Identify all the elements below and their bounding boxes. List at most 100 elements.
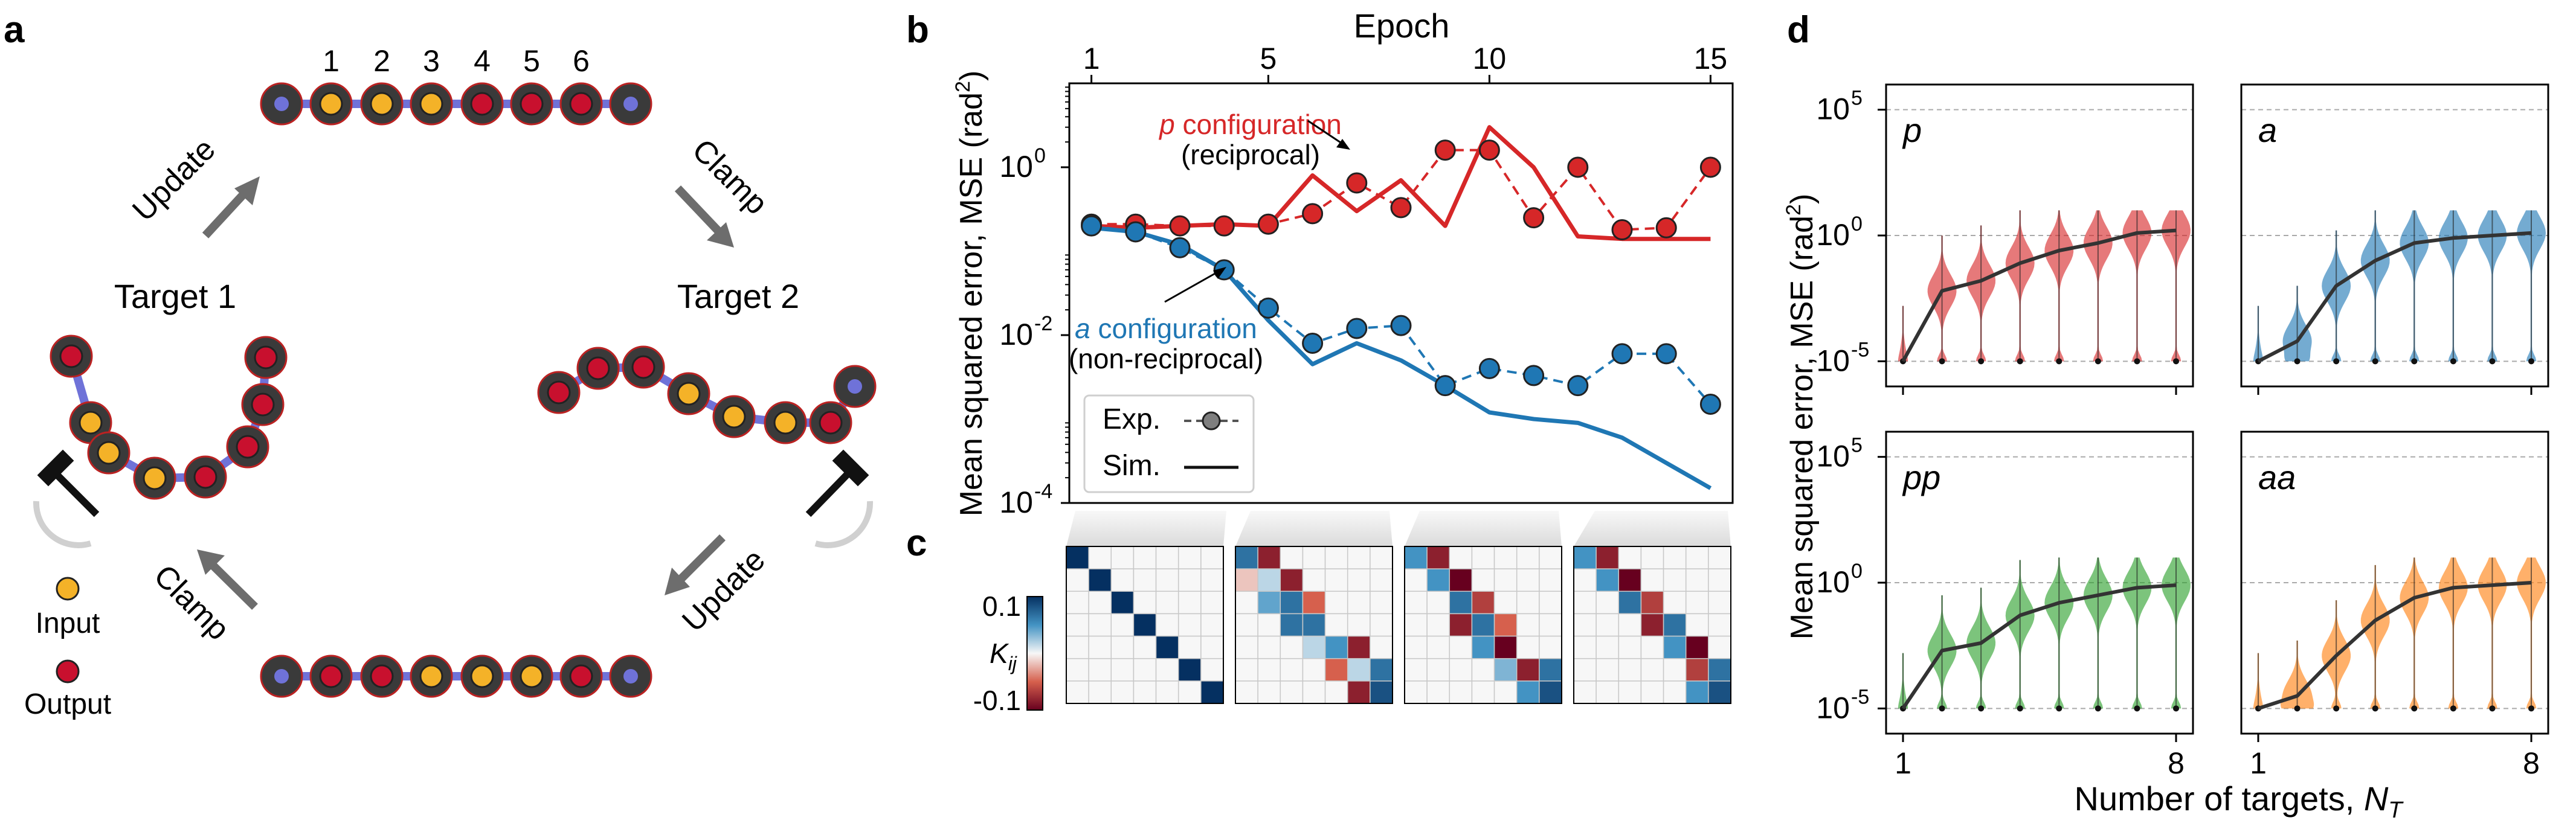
violin-min-dot [2173,358,2179,365]
heatmap-cell [1324,568,1348,592]
heatmap-cell [1133,635,1157,659]
robot-chain-target-2 [537,345,877,444]
legend-exp-label: Exp. [1103,403,1161,435]
heatmap-cell [1573,591,1597,615]
heatmap-cell [1088,546,1112,569]
heatmap-cell [1618,658,1642,682]
data-point-a [1434,375,1456,397]
hammer-icon-left [33,449,100,548]
heatmap-cell [1708,635,1731,659]
chain-top-nodes [260,82,652,126]
heatmap-cell [1110,546,1135,569]
input-marker [419,92,443,116]
heatmap-cell [1685,680,1709,704]
violin-min-dot [2528,705,2534,712]
heatmap-cell [1449,591,1473,615]
violin-min-dot [1978,705,1985,712]
ytick-label: 10 [999,485,1033,519]
data-point-p [1346,172,1368,194]
median-line-pp [1901,583,2177,710]
heatmap-cell [1685,658,1709,682]
heatmap-cell [1066,568,1089,592]
heatmap-connector [1574,511,1731,546]
heatmap-cell [1708,546,1731,569]
panel-d-ylabel-tail: ) [1785,194,1820,204]
panel-label-a: a [4,9,25,51]
legend-output-marker [56,659,80,684]
heatmap-cell [1110,568,1135,592]
target-1-label: Target 1 [114,277,236,315]
heatmap-cell [1235,613,1258,637]
panel-d-xlabel-sub: T [2388,798,2404,823]
panel-label-b: b [906,9,929,51]
heatmap-cell [1596,658,1620,682]
arrow-clamp-bottom-left [197,549,258,610]
data-point-a [1125,221,1147,243]
heatmap-cell [1618,635,1642,659]
xtick-label: 8 [2168,746,2185,780]
violin-panel-frame [2240,83,2549,388]
heatmap-cell [1324,658,1348,682]
violin-min-dot [2450,705,2456,712]
heatmap-cell [1280,658,1304,682]
heatmap-cell [1516,568,1540,592]
violin-min-dot [2294,358,2301,365]
heatmap-cell [1324,546,1348,569]
ytick-label: 10 [1816,344,1850,377]
heatmap-cell [1347,613,1371,637]
ytick-label: 10 [999,150,1033,184]
series-line-a-sim [1091,225,1712,490]
heatmap-cell [1302,568,1326,592]
heatmap-cell [1302,680,1326,704]
series-line-p-sim [1091,125,1711,242]
heatmap-cell [1088,635,1112,659]
heatmap-matrix-2 [1235,546,1393,704]
ytick-label: 10 [999,318,1033,351]
heatmap-cell [1471,591,1495,615]
median-line-p [1901,228,2177,362]
arrow-label-update-top-left: Update [126,132,222,228]
heatmap-cell [1640,591,1664,615]
annotation-p-rest: configuration [1175,109,1342,140]
output-marker [59,344,83,368]
heatmap-cell [1370,613,1393,637]
heatmap-cell [1257,613,1281,637]
violin-min-dot [2372,705,2378,712]
heatmap-cell [1155,613,1179,637]
heatmap-cell [1539,613,1562,637]
ytick-exponent: 0 [1034,144,1046,167]
heatmap-cell [1618,591,1642,615]
heatmap-cell [1324,635,1348,659]
heatmap-cell [1516,613,1540,637]
output-marker [547,380,571,405]
violin-min-dot [2056,705,2062,712]
xtick-label: 1 [1083,42,1100,75]
output-marker [236,435,260,459]
heatmap-cell [1539,546,1562,569]
data-point-p [1699,156,1721,178]
input-marker [773,411,797,435]
heatmap-cell [1493,568,1518,592]
heatmap-cell [1235,635,1258,659]
heatmap-cell [1235,680,1258,704]
heatmap-cell [1663,591,1687,615]
input-marker [143,466,167,490]
heatmap-cell [1663,658,1687,682]
heatmap-cell [1347,568,1371,592]
heatmap-cell [1618,680,1642,704]
heatmap-cell [1539,658,1562,682]
heatmap-cell [1177,635,1202,659]
annotation-p-arrow [1307,120,1345,146]
data-point-a [1169,237,1191,258]
chain-joint [274,97,289,111]
heatmap-cell [1235,591,1258,615]
arrow-label-update-bottom-right: Update [675,542,772,639]
heatmap-cell [1200,680,1224,704]
heatmap-cell [1324,591,1348,615]
chain-joint [274,669,289,684]
heatmap-cell [1200,591,1224,615]
heatmap-cell [1404,658,1428,682]
heatmap-cell [1685,591,1709,615]
heatmap-cell [1257,568,1281,592]
heatmap-cell [1200,635,1224,659]
